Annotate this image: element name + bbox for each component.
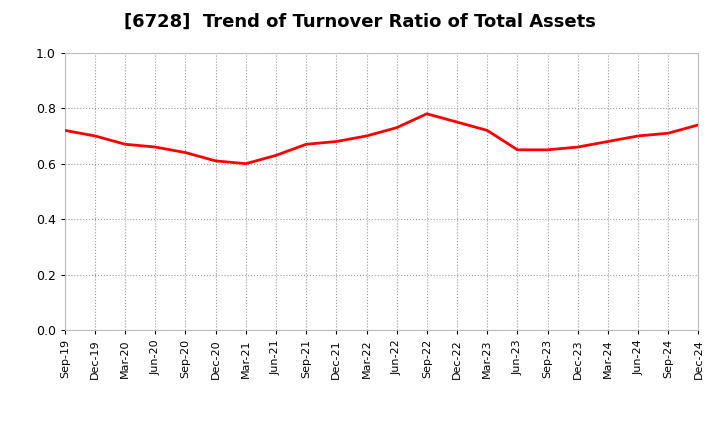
Text: [6728]  Trend of Turnover Ratio of Total Assets: [6728] Trend of Turnover Ratio of Total … — [124, 13, 596, 31]
